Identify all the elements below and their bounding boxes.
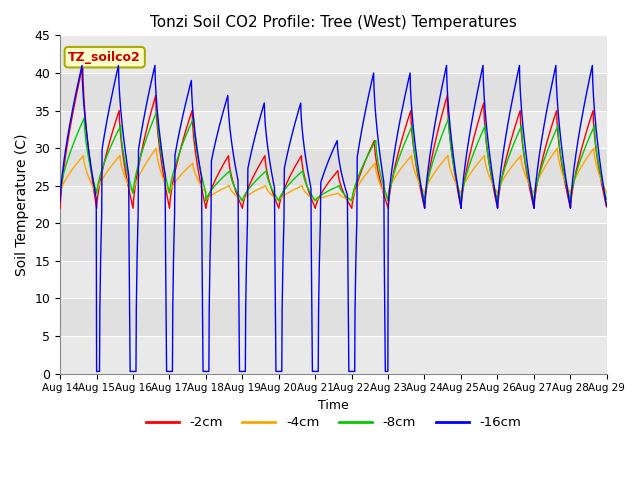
- -4cm: [152, 145, 160, 151]
- Bar: [60, 261, 607, 299]
- -8cm: [56, 191, 64, 196]
- -16cm: [289, 129, 296, 135]
- -16cm: [300, 143, 308, 149]
- -16cm: [93, 369, 100, 374]
- -8cm: [121, 157, 129, 163]
- -4cm: [603, 190, 611, 195]
- Bar: [60, 336, 607, 373]
- Text: TZ_soilco2: TZ_soilco2: [68, 51, 141, 64]
- -16cm: [78, 62, 86, 68]
- -4cm: [56, 191, 64, 196]
- -2cm: [99, 166, 107, 172]
- -8cm: [99, 165, 106, 171]
- -2cm: [56, 205, 64, 211]
- -16cm: [603, 203, 611, 209]
- -16cm: [122, 149, 129, 155]
- -8cm: [310, 196, 317, 202]
- -16cm: [310, 369, 317, 374]
- -4cm: [289, 187, 296, 193]
- Line: -8cm: -8cm: [60, 110, 607, 201]
- Title: Tonzi Soil CO2 Profile: Tree (West) Temperatures: Tonzi Soil CO2 Profile: Tree (West) Temp…: [150, 15, 516, 30]
- Y-axis label: Soil Temperature (C): Soil Temperature (C): [15, 133, 29, 276]
- X-axis label: Time: Time: [318, 399, 349, 412]
- Bar: [60, 186, 607, 223]
- -4cm: [310, 197, 317, 203]
- -4cm: [99, 176, 106, 182]
- -2cm: [310, 201, 317, 207]
- -16cm: [368, 78, 376, 84]
- Bar: [60, 110, 607, 148]
- -4cm: [300, 187, 308, 193]
- -4cm: [368, 164, 376, 170]
- -2cm: [289, 168, 296, 174]
- -2cm: [79, 62, 86, 68]
- -8cm: [603, 196, 611, 202]
- -8cm: [289, 178, 296, 183]
- -8cm: [300, 175, 308, 180]
- -8cm: [368, 145, 376, 151]
- -2cm: [121, 166, 129, 171]
- -2cm: [367, 144, 375, 150]
- Line: -4cm: -4cm: [60, 148, 607, 201]
- -16cm: [56, 198, 64, 204]
- -16cm: [99, 140, 107, 145]
- Bar: [60, 36, 607, 73]
- -2cm: [300, 170, 307, 176]
- Line: -2cm: -2cm: [60, 65, 607, 208]
- Line: -16cm: -16cm: [60, 65, 607, 372]
- -4cm: [202, 198, 210, 204]
- -2cm: [603, 204, 611, 210]
- -8cm: [153, 108, 161, 113]
- -4cm: [121, 173, 129, 179]
- -8cm: [202, 198, 210, 204]
- Legend: -2cm, -4cm, -8cm, -16cm: -2cm, -4cm, -8cm, -16cm: [140, 411, 527, 435]
